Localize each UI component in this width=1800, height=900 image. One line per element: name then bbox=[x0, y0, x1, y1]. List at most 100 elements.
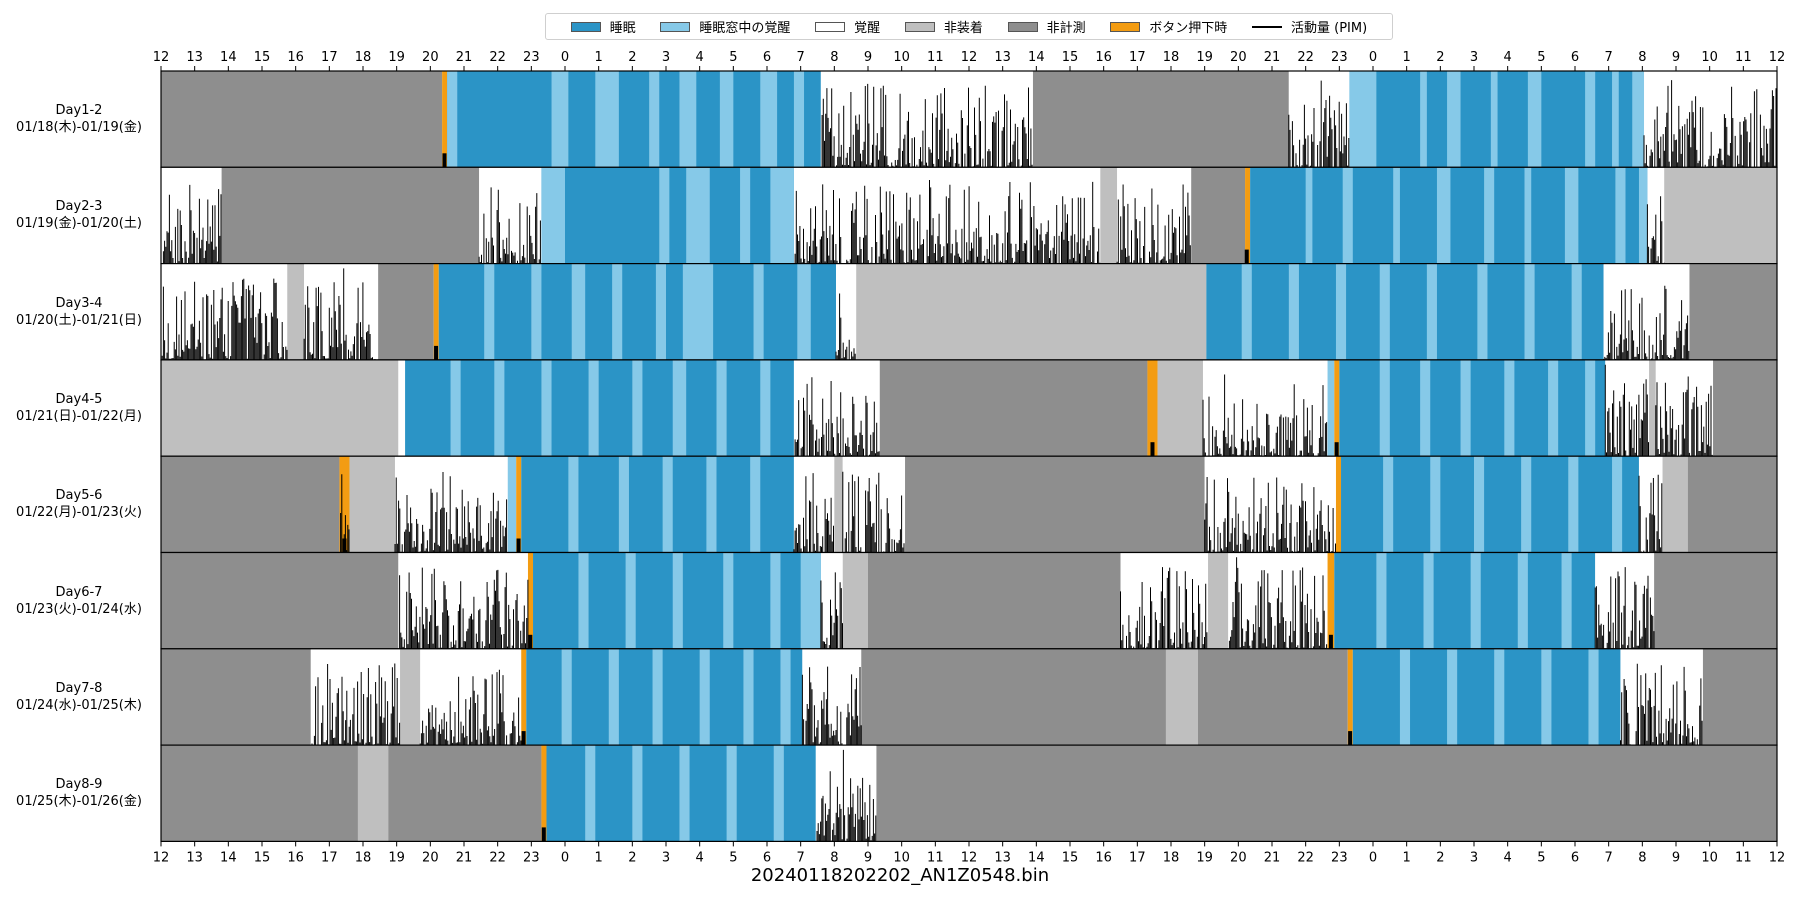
tick-label-top: 11 bbox=[927, 50, 944, 65]
tick-label-top: 3 bbox=[1470, 50, 1478, 65]
tick-label-bottom: 13 bbox=[994, 850, 1011, 865]
tick-label-top: 12 bbox=[153, 50, 170, 65]
segment-sleep bbox=[1339, 359, 1606, 457]
button-activity bbox=[342, 538, 347, 553]
segment-wake_in_sleep bbox=[1335, 263, 1347, 360]
segment-wake_in_sleep bbox=[1376, 552, 1387, 649]
segment-wake_in_sleep bbox=[1612, 71, 1619, 168]
tick-label-bottom: 17 bbox=[321, 850, 338, 865]
legend: 睡眠 睡眠窓中の覚醒 覚醒 非装着 非計測 ボタン押下時 活動量 (PIM) bbox=[545, 13, 1393, 40]
segment-wake_in_sleep bbox=[1521, 456, 1532, 553]
tick-label-bottom: 17 bbox=[1129, 850, 1146, 865]
legend-item-unmeasured: 非計測 bbox=[1007, 17, 1086, 36]
segment-sleep bbox=[521, 456, 794, 553]
tick-label-bottom: 20 bbox=[422, 850, 439, 865]
segment-button bbox=[527, 552, 534, 649]
tick-label-top: 5 bbox=[1537, 50, 1545, 65]
segment-wake_in_sleep bbox=[1379, 359, 1390, 457]
segment-nonwear bbox=[842, 552, 868, 649]
segment-button bbox=[1147, 359, 1158, 457]
segment-button bbox=[521, 648, 527, 746]
row-label-dates: 01/22(月)-01/23(火) bbox=[16, 505, 142, 521]
row-label-day: Day8-9 bbox=[55, 777, 103, 793]
button-activity bbox=[434, 345, 439, 360]
segment-wake_in_sleep bbox=[1561, 552, 1572, 649]
tick-label-top: 20 bbox=[1230, 50, 1247, 65]
button-activity bbox=[541, 827, 546, 842]
tick-label-bottom: 20 bbox=[1230, 850, 1247, 865]
tick-label-bottom: 12 bbox=[153, 850, 170, 865]
tick-label-top: 21 bbox=[1264, 50, 1281, 65]
segment-unmeasured bbox=[1713, 359, 1777, 457]
segment-unmeasured bbox=[1032, 71, 1289, 168]
segment-wake_in_sleep bbox=[551, 71, 569, 168]
segment-sleep bbox=[447, 71, 821, 168]
button-activity bbox=[528, 634, 533, 649]
segment-wake_in_sleep bbox=[1504, 359, 1515, 457]
segment-wake bbox=[815, 745, 877, 842]
segment-wake_in_sleep bbox=[679, 745, 690, 842]
tick-label-top: 14 bbox=[1028, 50, 1045, 65]
segment-wake_in_sleep bbox=[625, 552, 636, 649]
segment-wake_in_sleep bbox=[770, 552, 781, 649]
segment-wake_in_sleep bbox=[652, 648, 663, 746]
segment-wake_in_sleep bbox=[760, 71, 778, 168]
segment-unmeasured bbox=[868, 552, 1121, 649]
tick-label-bottom: 22 bbox=[489, 850, 506, 865]
segment-nonwear bbox=[1157, 359, 1203, 457]
tick-label-top: 6 bbox=[763, 50, 771, 65]
segment-wake_in_sleep bbox=[1585, 359, 1596, 457]
segment-sleep bbox=[526, 648, 803, 746]
row-label: Day4-5 01/21(日)-01/22(月) bbox=[0, 391, 158, 425]
segment-wake_in_sleep bbox=[1568, 456, 1579, 553]
tick-label-bottom: 6 bbox=[1571, 850, 1579, 865]
tick-label-bottom: 15 bbox=[254, 850, 271, 865]
segment-wake_in_sleep bbox=[1241, 263, 1252, 360]
segment-unmeasured bbox=[861, 648, 1166, 746]
activity-trace bbox=[419, 669, 522, 746]
segment-wake_in_sleep bbox=[1447, 71, 1461, 168]
row-frame bbox=[160, 744, 1778, 842]
legend-swatch-button bbox=[1110, 21, 1141, 32]
tick-label-top: 19 bbox=[1196, 50, 1213, 65]
segment-wake_in_sleep bbox=[1638, 167, 1648, 264]
tick-label-top: 5 bbox=[729, 50, 737, 65]
legend-label: 睡眠窓中の覚醒 bbox=[699, 21, 791, 36]
tick-label-bottom: 23 bbox=[523, 850, 540, 865]
tick-label-bottom: 4 bbox=[1504, 850, 1512, 865]
tick-label-bottom: 16 bbox=[1095, 850, 1112, 865]
segment-wake_in_sleep bbox=[1426, 263, 1437, 360]
tick-label-bottom: 5 bbox=[1537, 850, 1545, 865]
segment-wake_in_sleep bbox=[1470, 552, 1481, 649]
segment-wake_in_sleep bbox=[1393, 167, 1400, 264]
tick-label-top: 16 bbox=[287, 50, 304, 65]
segment-wake_in_sleep bbox=[662, 456, 673, 553]
tick-label-top: 17 bbox=[1129, 50, 1146, 65]
segment-nonwear bbox=[1208, 552, 1229, 649]
tick-label-bottom: 1 bbox=[1403, 850, 1411, 865]
tick-label-top: 3 bbox=[662, 50, 670, 65]
row-label-day: Day5-6 bbox=[55, 488, 103, 504]
segment-unmeasured bbox=[1191, 167, 1246, 264]
row-label: Day8-9 01/25(木)-01/26(金) bbox=[0, 776, 158, 810]
segment-wake_in_sleep bbox=[1474, 456, 1485, 553]
segment-wake_in_sleep bbox=[1524, 167, 1532, 264]
row-label-dates: 01/25(木)-01/26(金) bbox=[16, 794, 142, 810]
legend-item-wake-in-sleep: 睡眠窓中の覚醒 bbox=[660, 17, 790, 36]
legend-label: 非計測 bbox=[1046, 21, 1086, 36]
segment-wake_in_sleep bbox=[595, 71, 619, 168]
tick-label-bottom: 23 bbox=[1331, 850, 1348, 865]
segment-wake_in_sleep bbox=[716, 359, 727, 457]
tick-label-top: 0 bbox=[1369, 50, 1377, 65]
tick-label-top: 15 bbox=[1062, 50, 1079, 65]
tick-label-bottom: 2 bbox=[1436, 850, 1444, 865]
segment-wake_in_sleep bbox=[1615, 167, 1626, 264]
segment-wake_in_sleep bbox=[541, 359, 552, 457]
tick-label-bottom: 0 bbox=[561, 850, 569, 865]
chart-title: 20240118202202_AN1Z0548.bin bbox=[750, 865, 1050, 886]
segment-wake_in_sleep bbox=[706, 456, 717, 553]
segment-nonwear bbox=[834, 456, 843, 553]
segment-wake_in_sleep bbox=[494, 359, 505, 457]
segment-wake_in_sleep bbox=[588, 359, 599, 457]
